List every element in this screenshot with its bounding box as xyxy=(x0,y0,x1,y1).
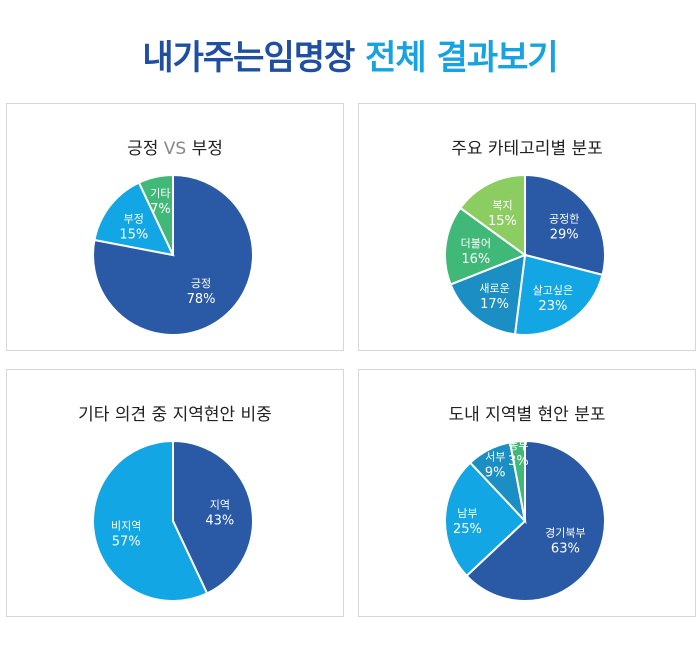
pie-slice-label: 경기북부 xyxy=(545,526,585,539)
pie-slice-label: 남부 xyxy=(457,507,477,520)
pie-slice-label: 부정 xyxy=(124,213,144,226)
pie-slice xyxy=(524,173,606,277)
pie-slice xyxy=(93,181,175,257)
pie-slice xyxy=(172,439,254,595)
chart-panel-regional-share: 기타 의견 중 지역현안 비중 지역 43% 비지역 57% xyxy=(6,369,344,617)
pie-slice xyxy=(137,173,174,256)
pie-slice xyxy=(513,253,604,336)
pie-slice-label: 지역 xyxy=(210,499,230,512)
page-title: 내가주는임명장 전체 결과보기 xyxy=(0,30,700,79)
pie-slice-value: 9% xyxy=(485,466,506,481)
pie-slice-value: 43% xyxy=(205,514,234,529)
pie-slice-value: 23% xyxy=(538,299,567,314)
pie-slice xyxy=(458,173,526,257)
pie-slice-label: 긍정 xyxy=(191,277,211,290)
pie-slice-value: 57% xyxy=(112,534,141,549)
chart-panel-region-distribution: 도내 지역별 현안 분포 경기북부 63% 남부 25% 서부 9% 동부 3% xyxy=(358,369,696,617)
pie-slice-value: 29% xyxy=(550,228,579,243)
pie-slice-label: 살고싶은 xyxy=(533,284,573,297)
chart-title: 도내 지역별 현안 분포 xyxy=(448,405,606,425)
pie-slice-value: 15% xyxy=(119,228,148,243)
pie-chart: 경기북부 63% 남부 25% 서부 9% 동부 3% xyxy=(444,439,606,602)
chart-title-left: 긍정 xyxy=(127,139,164,159)
chart-panel-category: 주요 카테고리별 분포 공정한 29% 살고싶은 23% 새로운 17% 더불어 16% 복지 1… xyxy=(358,103,696,351)
pie-slice-label: 새로운 xyxy=(479,282,509,295)
pie-slice-label: 복지 xyxy=(492,199,512,212)
pie-slice-value: 78% xyxy=(187,292,216,307)
title-part1: 내가주는임명장 xyxy=(142,38,355,78)
pie-slice xyxy=(465,439,606,602)
pie-slice-value: 63% xyxy=(551,541,580,556)
pie-slice-label: 공정한 xyxy=(549,213,579,226)
pie-slice-label: 서부 xyxy=(485,451,505,464)
pie-slice xyxy=(444,206,528,286)
chart-title: 긍정 VS 부정 xyxy=(7,134,343,159)
pie-chart: 지역 43% 비지역 57% xyxy=(92,439,254,602)
pie-slice xyxy=(444,461,527,578)
pie-slice xyxy=(92,439,209,602)
pie-slice-value: 7% xyxy=(150,202,171,217)
chart-title-vs: VS xyxy=(163,139,187,159)
pie-slice-value: 3% xyxy=(508,454,529,469)
pie-chart: 긍정 78% 부정 15% 기타 7% xyxy=(92,173,254,336)
pie-slice-label: 더불어 xyxy=(461,237,491,250)
title-part2: 전체 결과보기 xyxy=(365,38,559,78)
chart-title: 주요 카테고리별 분포 xyxy=(451,139,603,159)
pie-slice xyxy=(449,253,527,336)
chart-title: 기타 의견 중 지역현안 비중 xyxy=(78,405,272,425)
chart-panel-sentiment: 긍정 VS 부정 긍정 78% 부정 15% 기타 7% xyxy=(6,103,344,351)
pie-slice-value: 16% xyxy=(461,252,490,267)
pie-slice-value: 25% xyxy=(453,522,482,537)
pie-slice-label: 비지역 xyxy=(111,519,141,532)
pie-slice-value: 17% xyxy=(480,297,509,312)
chart-title-right: 부정 xyxy=(186,139,223,159)
pie-slice-value: 15% xyxy=(488,214,517,229)
pie-slice xyxy=(508,439,526,522)
pie-slice-label: 기타 xyxy=(150,187,170,200)
pie-slice-label: 동부 xyxy=(508,439,528,452)
pie-chart: 공정한 29% 살고싶은 23% 새로운 17% 더불어 16% 복지 15% xyxy=(444,173,606,336)
